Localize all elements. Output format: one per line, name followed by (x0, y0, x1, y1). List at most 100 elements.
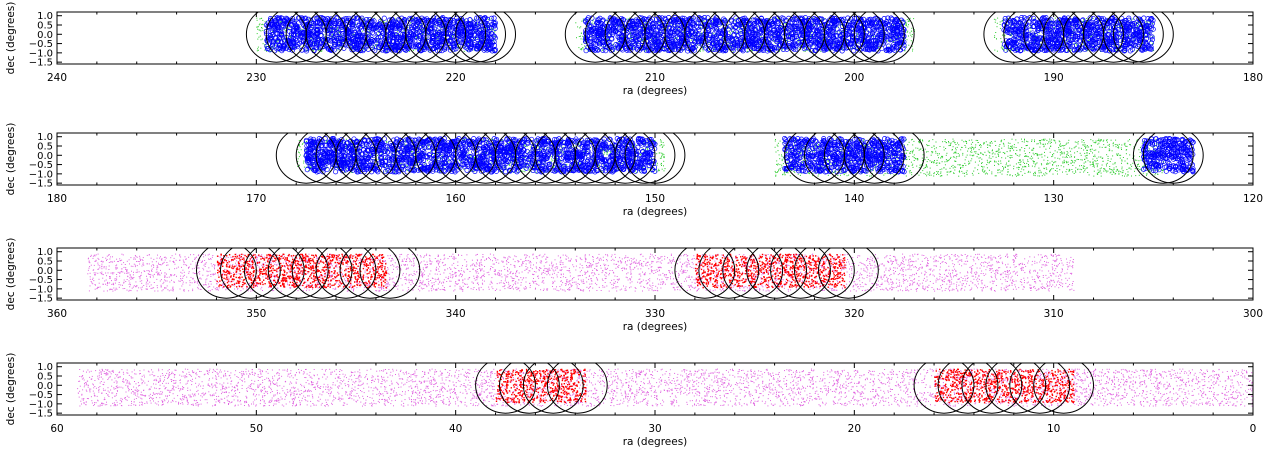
field-point (645, 31, 647, 33)
field-point (409, 50, 411, 52)
object-point (269, 29, 275, 35)
field-point (729, 32, 731, 34)
field-point (459, 44, 461, 45)
field-point (588, 49, 590, 51)
object-point (333, 31, 339, 37)
field-point (1153, 50, 1155, 52)
field-point (1152, 18, 1154, 20)
field-point (584, 45, 585, 47)
field-point (593, 23, 595, 25)
field-point (328, 29, 330, 31)
field-point (475, 20, 477, 22)
field-point (781, 49, 783, 51)
field-point (674, 37, 676, 39)
field-point (718, 49, 720, 51)
field-point (1002, 20, 1003, 22)
object-point (485, 25, 491, 31)
field-point (1000, 41, 1002, 43)
field-point (477, 23, 479, 25)
field-point (1131, 19, 1133, 21)
field-point (299, 29, 301, 31)
field-point (299, 26, 301, 28)
object-point (281, 45, 287, 51)
field-point (684, 48, 685, 50)
field-point (1003, 18, 1005, 20)
field-point (280, 29, 282, 31)
field-point (582, 47, 584, 48)
field-point (906, 25, 908, 27)
object-point (472, 25, 478, 31)
field-point (827, 38, 828, 40)
field-point (801, 40, 803, 42)
field-point (751, 49, 753, 51)
field-point (378, 31, 380, 33)
object-point (466, 40, 472, 46)
field-point (658, 22, 660, 24)
field-point (428, 34, 430, 36)
field-point (909, 17, 911, 19)
field-point (415, 48, 417, 50)
field-point (675, 25, 677, 27)
field-point (1083, 43, 1085, 45)
field-point (851, 47, 853, 49)
field-point (469, 50, 471, 52)
field-point (379, 23, 381, 25)
field-point (911, 36, 913, 38)
field-point (330, 36, 332, 37)
field-point (1152, 42, 1154, 44)
field-point (396, 34, 397, 36)
object-point (453, 46, 459, 52)
object-point (336, 36, 342, 42)
field-point (375, 45, 376, 47)
field-point (749, 23, 751, 25)
field-point (262, 43, 264, 45)
field-point (1132, 18, 1134, 20)
object-point (322, 17, 328, 23)
field-point (1002, 48, 1004, 50)
field-point (452, 34, 454, 36)
field-point (995, 19, 997, 21)
field-point (578, 36, 580, 37)
field-point (893, 30, 895, 32)
field-point (289, 50, 291, 52)
field-point (322, 23, 324, 25)
field-point (342, 42, 344, 44)
field-point (732, 31, 734, 32)
field-point (386, 20, 388, 22)
field-point (261, 27, 262, 28)
chart-panel: 240 230 220 210 200 190 1801.00.50.0−0.5−1.0−1… (5, 2, 1263, 97)
field-point (312, 48, 314, 50)
field-point (578, 47, 580, 49)
field-point (332, 29, 334, 31)
field-point (640, 39, 642, 41)
field-point (626, 18, 628, 20)
field-point (376, 29, 378, 31)
field-point (261, 27, 263, 29)
field-point (726, 46, 728, 48)
field-point (892, 41, 894, 43)
field-point (884, 36, 886, 38)
field-point (373, 17, 375, 19)
field-point (911, 34, 913, 35)
field-point (307, 50, 309, 52)
field-point (798, 41, 800, 43)
object-point (396, 17, 402, 23)
field-point (438, 21, 440, 23)
field-point (732, 21, 734, 23)
field-point (280, 20, 282, 22)
field-point (602, 49, 604, 51)
field-point (380, 19, 381, 21)
field-point (1107, 46, 1109, 48)
field-point (409, 24, 411, 26)
field-point (1117, 26, 1118, 28)
field-point (856, 33, 858, 35)
field-point (407, 26, 409, 28)
field-point (777, 33, 779, 35)
field-point (1010, 50, 1011, 52)
field-point (908, 44, 910, 46)
field-point (908, 20, 910, 22)
field-point (278, 39, 279, 41)
field-point (324, 36, 326, 38)
field-point (994, 21, 996, 23)
field-point (618, 30, 620, 32)
